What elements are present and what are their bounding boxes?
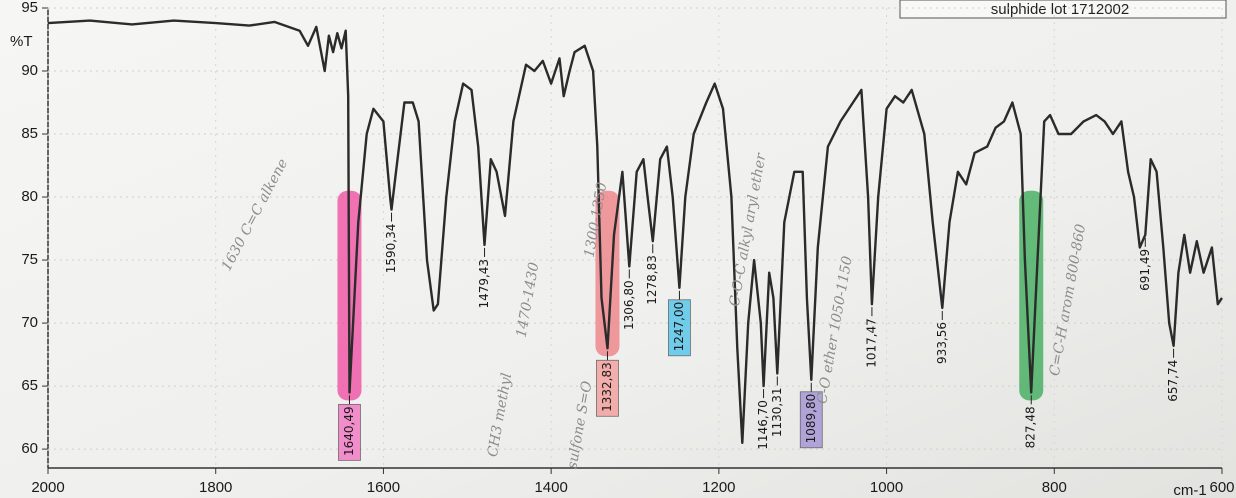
- y-tick-label: 85: [21, 125, 38, 142]
- y-tick-label: 90: [21, 62, 38, 79]
- y-tick-label: 70: [21, 314, 38, 331]
- peak-label: 691,49: [1138, 249, 1152, 291]
- x-tick-label: 1600: [367, 479, 400, 496]
- title-box: [899, 0, 1227, 19]
- peak-label-highlight: [668, 299, 691, 357]
- y-tick-label: 95: [21, 0, 38, 16]
- peak-label: 657,74: [1166, 360, 1180, 402]
- peak-label: 1017,47: [864, 318, 878, 368]
- peak-label-highlight: [338, 403, 361, 461]
- peak-label: 1146,70: [756, 400, 770, 450]
- y-tick-label: 80: [21, 188, 38, 205]
- peak-label: 1479,43: [477, 259, 491, 309]
- peak-label: 1089,80: [804, 394, 818, 444]
- peak-label: 1640,49: [342, 406, 356, 456]
- peak-label: 1278,83: [645, 255, 659, 305]
- peak-label-highlight: [596, 359, 619, 417]
- x-tick-label: 1000: [870, 479, 903, 496]
- x-tick-label: 2000: [31, 479, 64, 496]
- x-tick-label: 1800: [199, 479, 232, 496]
- peak-label: 1332,83: [600, 362, 614, 412]
- x-tick-label: 800: [1042, 479, 1067, 496]
- y-tick-label: 75: [21, 251, 38, 268]
- y-tick-label: 65: [21, 377, 38, 394]
- peak-label: 1130,31: [770, 387, 784, 437]
- y-tick-label: 60: [21, 440, 38, 457]
- peak-label: 827,48: [1024, 406, 1038, 448]
- peak-label: 1306,80: [622, 280, 636, 330]
- x-axis-label: cm-1: [1173, 482, 1206, 498]
- peak-label: 1590,34: [384, 224, 398, 274]
- peak-label-highlight: [799, 391, 823, 449]
- x-tick-label: 1200: [702, 479, 735, 496]
- chart-title: sulphide lot 1712002: [991, 1, 1129, 18]
- spectrum-line: [47, 19, 1223, 444]
- x-tick-label: 600: [1209, 479, 1234, 496]
- x-tick-label: 1400: [534, 479, 567, 496]
- y-axis-label: %T: [10, 33, 33, 50]
- peak-label: 933,56: [935, 322, 949, 364]
- peak-label: 1247,00: [672, 302, 686, 352]
